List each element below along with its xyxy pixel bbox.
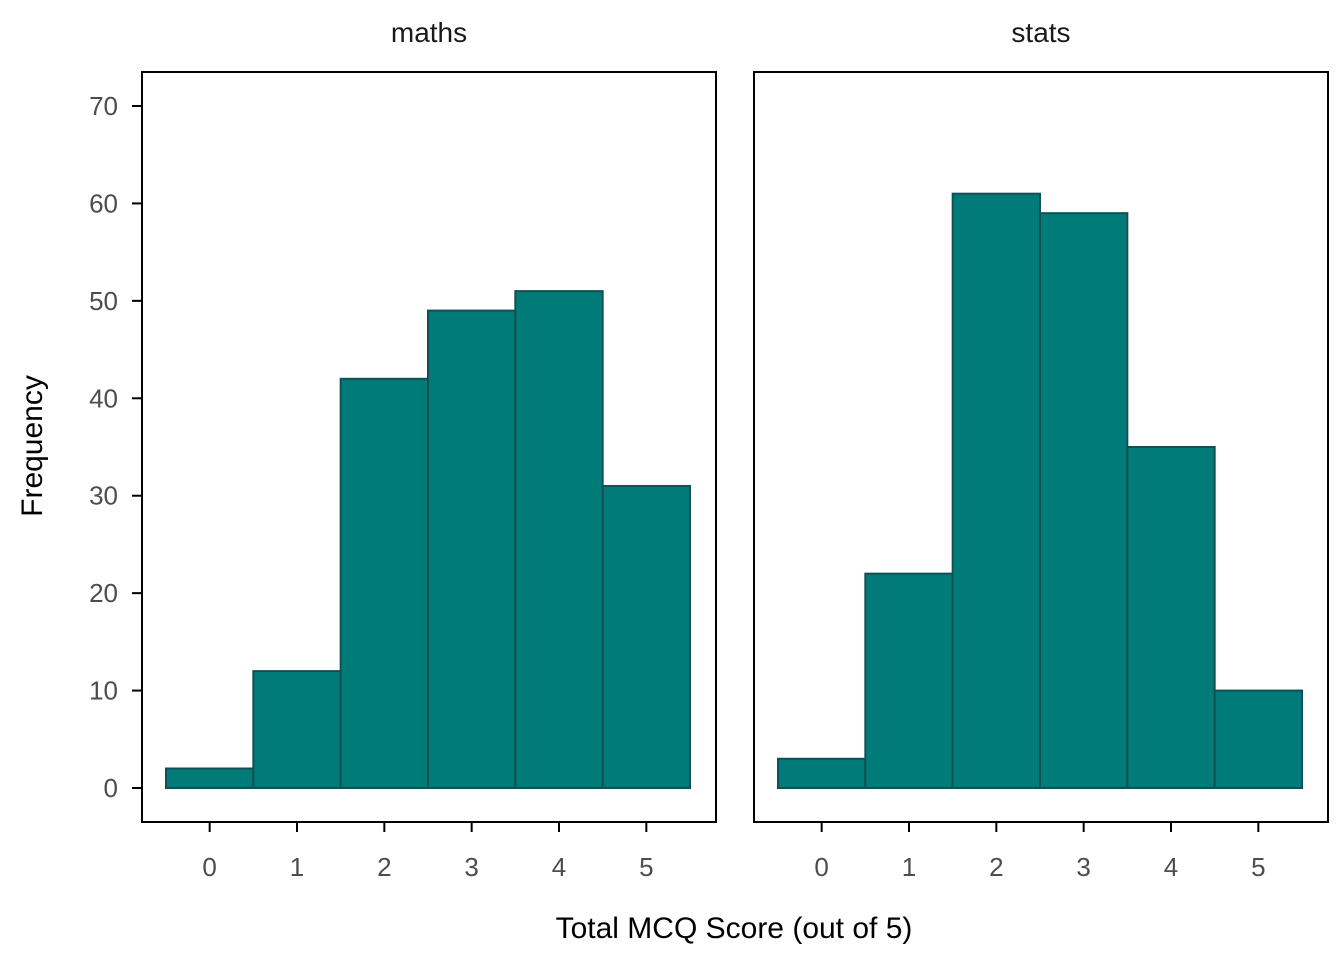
bar-maths-4: [514, 290, 604, 789]
bar-maths-1: [252, 670, 342, 789]
x-tick-label-maths-5: 5: [639, 852, 653, 882]
y-tick-label-10: 10: [89, 676, 118, 706]
x-tick-label-maths-1: 1: [290, 852, 304, 882]
bar-maths-5: [601, 484, 692, 789]
bar-stats-1: [864, 572, 954, 790]
x-tick-label-stats-1: 1: [902, 852, 916, 882]
x-tick-label-stats-3: 3: [1076, 852, 1090, 882]
y-tick-label-40: 40: [89, 383, 118, 413]
x-tick-label-maths-0: 0: [202, 852, 216, 882]
bar-stats-4: [1126, 446, 1216, 789]
y-axis-title: Frequency: [16, 375, 49, 517]
y-tick-label-50: 50: [89, 286, 118, 316]
x-tick-label-stats-5: 5: [1251, 852, 1265, 882]
bar-stats-3: [1039, 212, 1129, 789]
bar-stats-0: [777, 757, 867, 789]
panel-title-stats: stats: [1011, 17, 1070, 48]
y-tick-label-30: 30: [89, 481, 118, 511]
x-tick-label-stats-0: 0: [814, 852, 828, 882]
x-tick-label-maths-3: 3: [464, 852, 478, 882]
bar-maths-0: [165, 767, 255, 789]
y-tick-label-20: 20: [89, 578, 118, 608]
x-axis-title: Total MCQ Score (out of 5): [556, 912, 913, 945]
bar-stats-2: [951, 192, 1042, 789]
x-tick-label-maths-4: 4: [552, 852, 566, 882]
y-tick-label-70: 70: [89, 91, 118, 121]
x-tick-label-stats-2: 2: [989, 852, 1003, 882]
bar-maths-3: [427, 309, 517, 789]
x-tick-label-stats-4: 4: [1164, 852, 1178, 882]
bar-maths-2: [339, 377, 429, 789]
y-tick-label-0: 0: [104, 773, 118, 803]
panel-stats: stats 0 1 2 3 4 5: [753, 17, 1329, 882]
bar-stats-5: [1213, 689, 1303, 789]
panel-title-maths: maths: [391, 17, 467, 48]
y-tick-label-60: 60: [89, 188, 118, 218]
x-tick-label-maths-2: 2: [377, 852, 391, 882]
